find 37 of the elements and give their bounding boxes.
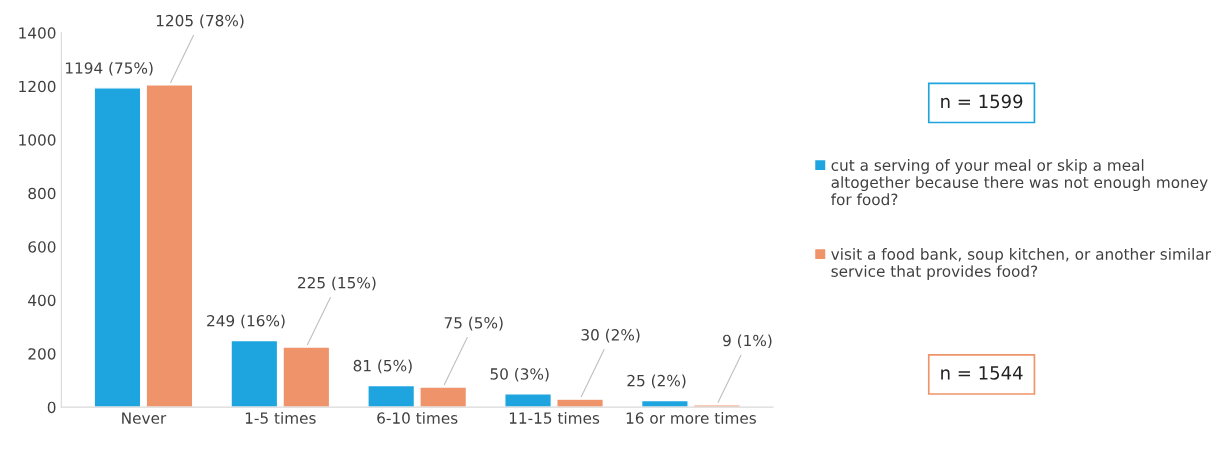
legend-label: visit a food bank, soup kitchen, or another similar service that provides food?: [831, 248, 1211, 280]
bar: [93, 87, 142, 408]
x-tick-label: Never: [122, 412, 167, 424]
y-tick-label: 200: [28, 348, 56, 360]
bar: [230, 339, 279, 408]
y-tick-label: 400: [28, 294, 56, 307]
y-tick-label: 1200: [19, 80, 56, 93]
data-label: 81 (5%): [353, 359, 412, 374]
data-label: 30 (2%): [581, 328, 640, 343]
x-tick-label: 16 or more times: [626, 412, 756, 424]
data-label: 249 (16%): [207, 314, 285, 329]
bar: [640, 399, 689, 408]
text: n = 1544: [941, 366, 1023, 380]
data-label: 225 (15%): [298, 276, 376, 291]
y-tick-label: 0: [47, 401, 56, 414]
bar: [145, 84, 194, 408]
bar: [504, 393, 552, 408]
bar: [282, 346, 331, 408]
data-label: 1194 (75%): [66, 61, 153, 76]
y-tick-label: 800: [28, 187, 56, 200]
y-tick-label: 1400: [19, 27, 56, 39]
data-label: 25 (2%): [627, 374, 686, 389]
x-tick-label: 6-10 times: [377, 412, 458, 424]
y-tick-label: 600: [28, 241, 56, 253]
data-label: 9 (1%): [723, 334, 772, 349]
text: n = 1599: [941, 94, 1023, 109]
x-tick-label: 11-15 times: [509, 412, 600, 424]
y-tick-label: 1000: [19, 134, 56, 146]
data-label: 50 (3%): [490, 367, 549, 382]
bar: [556, 398, 605, 408]
bar: [367, 384, 416, 408]
legend-label: cut a serving of your meal or skip a meal altogether because there was not enough money for food?: [831, 159, 1208, 206]
x-tick-label: 1-5 times: [245, 412, 316, 424]
data-label: 75 (5%): [444, 316, 503, 331]
bar: [419, 386, 468, 408]
data-label: 1205 (78%): [156, 14, 244, 29]
bar: [692, 404, 741, 408]
